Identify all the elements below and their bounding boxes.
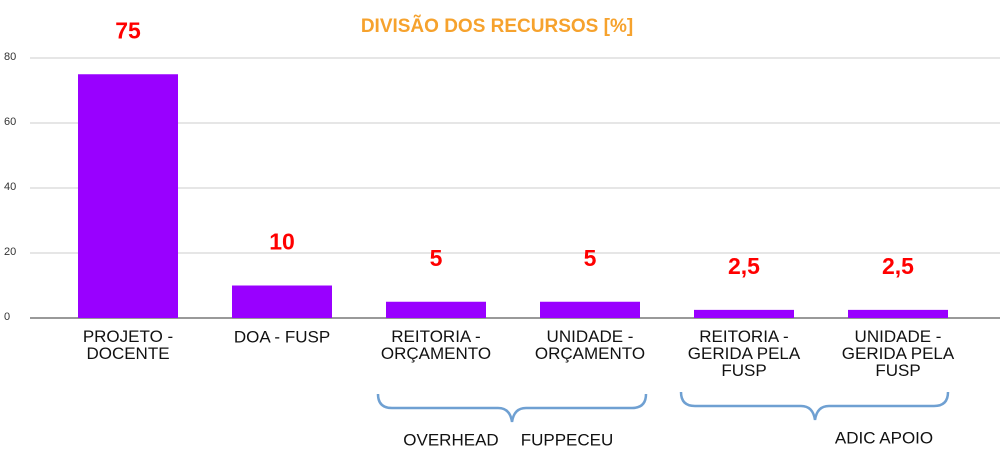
value-label: 2,5	[728, 253, 760, 279]
annotation: ADIC APOIO	[835, 428, 933, 447]
y-tick-label: 40	[4, 181, 16, 193]
x-tick-label: PROJETO -DOCENTE	[83, 327, 173, 363]
x-tick-label: REITORIA -ORÇAMENTO	[381, 327, 491, 363]
bar	[540, 301, 640, 318]
annotation: OVERHEAD	[403, 430, 498, 449]
value-label: 5	[430, 245, 443, 271]
brace	[376, 393, 648, 423]
value-label: 10	[269, 229, 295, 255]
bar	[694, 309, 794, 318]
bar	[848, 309, 948, 318]
x-tick-label: UNIDADE -ORÇAMENTO	[535, 327, 645, 363]
value-label: 75	[115, 17, 141, 43]
y-tick-label: 80	[4, 51, 16, 63]
x-tick-label: DOA - FUSP	[234, 327, 330, 346]
annotation: FUPPECEU	[521, 430, 614, 449]
chart-title: DIVISÃO DOS RECURSOS [%]	[361, 15, 633, 37]
brace	[679, 391, 950, 421]
bar	[386, 301, 486, 318]
bar	[232, 285, 332, 318]
y-tick-label: 0	[4, 311, 10, 323]
y-tick-label: 60	[4, 116, 16, 128]
bar	[78, 74, 178, 318]
x-tick-label: UNIDADE -GERIDA PELA FUSP	[842, 327, 955, 380]
y-tick-label: 20	[4, 246, 16, 258]
value-label: 5	[584, 245, 597, 271]
x-tick-label: REITORIA -GERIDA PELA FUSP	[688, 327, 801, 380]
value-label: 2,5	[882, 253, 914, 279]
